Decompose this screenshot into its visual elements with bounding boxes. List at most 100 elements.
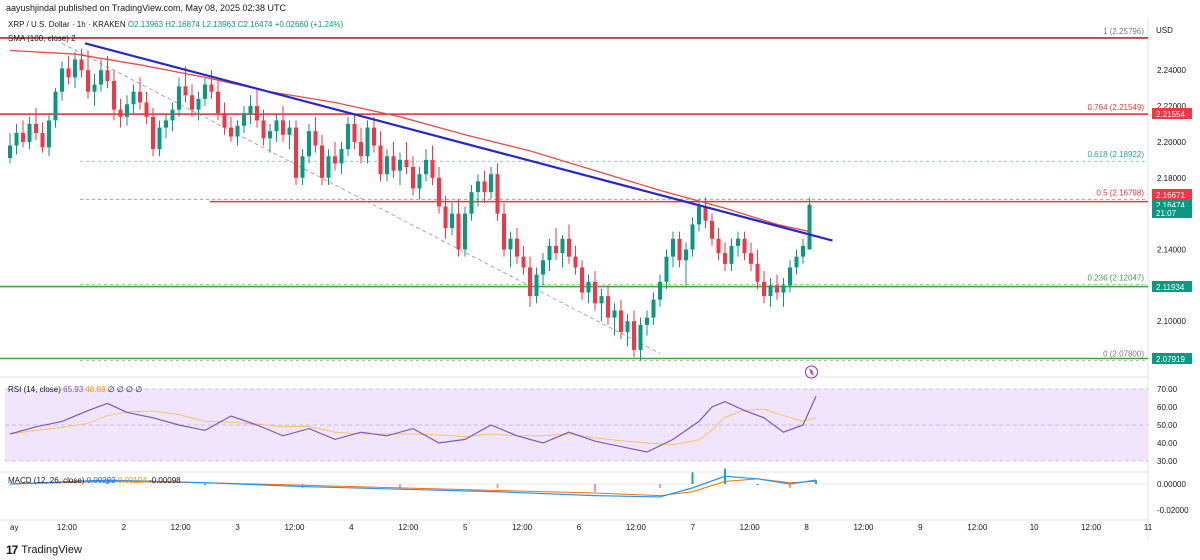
candle-body [313, 131, 318, 146]
candle-body [755, 263, 760, 282]
candle-body [47, 120, 51, 148]
candle-body [749, 253, 753, 264]
sma-100-line [9, 49, 810, 233]
candle-body [781, 285, 786, 293]
symbol-title[interactable]: XRP / U.S. Dollar · 1h · KRAKEN [8, 20, 126, 29]
candle-body [521, 256, 526, 268]
candle-body [651, 299, 656, 318]
candle-body [255, 106, 259, 121]
price-tag-label: 2.16474 [1156, 201, 1185, 210]
candle-body [801, 245, 805, 257]
candle-body [599, 296, 604, 304]
candle-body [619, 310, 623, 332]
candle-body [131, 91, 136, 105]
time-tick-label: 12:00 [853, 523, 874, 532]
macd-indicator-label[interactable]: MACD (12, 26, close) 0.00292 0.00194 -0.… [8, 476, 181, 485]
candle-body [476, 181, 480, 193]
rsi-tick-label: 30.00 [1157, 457, 1178, 466]
candle-body [294, 127, 298, 178]
candle-body [671, 238, 675, 257]
candle-body [794, 256, 799, 268]
candle-body [99, 70, 103, 85]
macd-hist-value: -0.00098 [149, 476, 181, 485]
rsi-extra-values: ∅ ∅ ∅ ∅ [107, 385, 143, 394]
rsi-tick-label: 50.00 [1157, 421, 1178, 430]
rsi-tick-label: 60.00 [1157, 403, 1178, 412]
candle-body [482, 181, 487, 193]
candle-body [690, 224, 695, 250]
candle-body [398, 159, 402, 171]
price-tag [1152, 108, 1192, 119]
candle-body [248, 106, 253, 114]
candle-body [606, 296, 610, 318]
time-tick-label: 8 [804, 523, 809, 532]
price-tag-label: 2.21554 [1156, 110, 1185, 119]
macd-value: 0.00292 [86, 476, 116, 485]
time-tick-label: 12:00 [740, 523, 761, 532]
publish-caption: aayushjindal published on TradingView.co… [6, 3, 287, 13]
candle-body [729, 245, 734, 264]
candle-body [612, 310, 617, 318]
candle-body [489, 174, 493, 193]
candle-body [326, 156, 331, 178]
candle-body [411, 167, 415, 189]
candle-body [534, 274, 539, 297]
candle-body [209, 84, 214, 92]
time-tick-label: 12:00 [1081, 523, 1102, 532]
macd-tick-label: -0.02000 [1157, 506, 1189, 515]
candle-body [768, 285, 773, 297]
candle-body [554, 245, 558, 254]
candle-body [391, 156, 396, 171]
price-tick-label: 2.24000 [1157, 66, 1186, 75]
price-tag [1152, 281, 1192, 292]
candle-body [430, 159, 435, 178]
sma-indicator-label[interactable]: SMA (100, close) 2 [8, 34, 76, 43]
macd-tick-label: 0.00000 [1157, 480, 1186, 489]
candle-body [580, 267, 584, 293]
rsi-indicator-label[interactable]: RSI (14, close) 65.93 48.89 ∅ ∅ ∅ ∅ [8, 385, 142, 394]
fib-level-label: 0 (2.07800) [1103, 350, 1144, 359]
candle-body [300, 156, 305, 178]
candle-body [320, 145, 324, 178]
rsi-ma-line [9, 408, 817, 446]
candle-body [339, 149, 344, 164]
candle-body [216, 91, 220, 114]
tradingview-wordmark: TradingView [21, 544, 82, 556]
price-tag-label: 2.07919 [1156, 355, 1185, 364]
price-tick-label: 2.20000 [1157, 138, 1186, 147]
candle-body [775, 285, 779, 293]
candle-body [456, 213, 461, 250]
candle-body [92, 84, 97, 92]
candle-body [723, 253, 727, 264]
candle-body [593, 281, 597, 304]
time-tick-label: 4 [349, 523, 354, 532]
time-tick-label: 12:00 [171, 523, 192, 532]
tradingview-brand[interactable]: 17 TradingView [6, 543, 82, 557]
price-tag-label: 2.16671 [1156, 191, 1185, 200]
price-tick-label: 2.22000 [1157, 102, 1186, 111]
candle-body [222, 113, 227, 128]
candle-body [742, 238, 747, 254]
candle-body [105, 70, 110, 81]
bearish-trendline [84, 42, 833, 242]
macd-histogram-bar [691, 472, 694, 484]
candle-body [346, 123, 350, 150]
candle-body [664, 256, 669, 282]
price-tick-label: 2.10000 [1157, 317, 1186, 326]
macd-histogram-bar [301, 484, 304, 488]
candle-body [469, 192, 474, 214]
candle-body [443, 206, 448, 228]
price-tag-label: 21:07 [1156, 209, 1177, 218]
fib-level-label: 0.618 (2.18922) [1088, 150, 1145, 159]
macd-histogram-bar [106, 480, 109, 484]
time-tick-label: ay [10, 523, 18, 532]
time-tick-label: 12:00 [626, 523, 647, 532]
macd-histogram-bar [399, 484, 401, 488]
symbol-header: XRP / U.S. Dollar · 1h · KRAKEN O2.13963… [8, 20, 343, 29]
candle-body [450, 213, 454, 228]
tradingview-logo-icon: 17 [6, 543, 18, 557]
candle-body [515, 238, 519, 257]
time-tick-label: 11 [1144, 523, 1153, 532]
candle-body [144, 102, 149, 117]
